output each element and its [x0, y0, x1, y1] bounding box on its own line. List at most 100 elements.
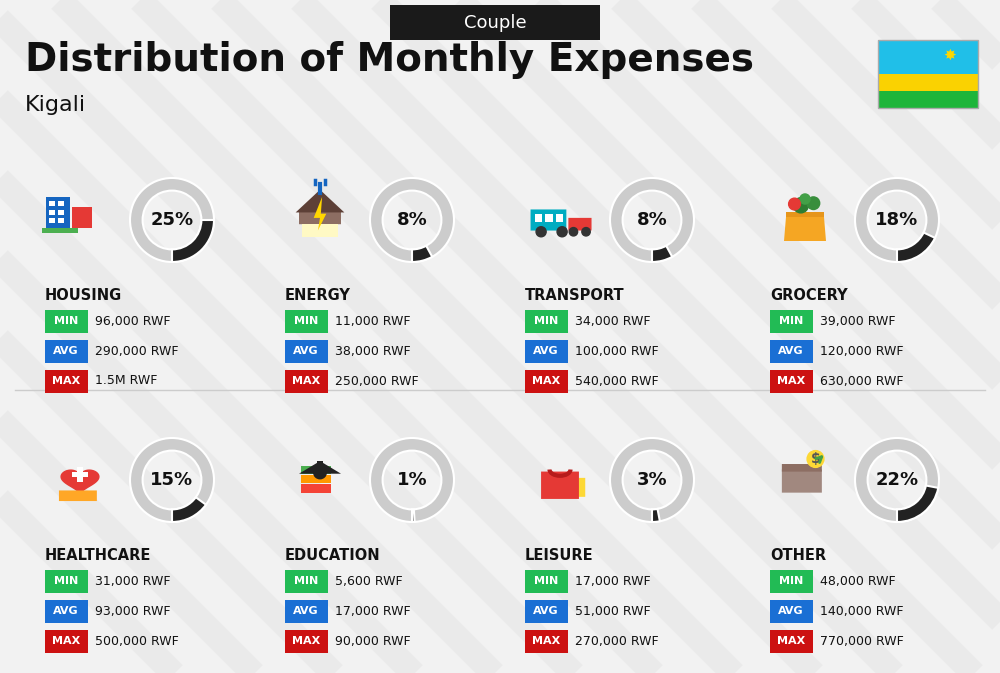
FancyBboxPatch shape	[48, 201, 55, 206]
FancyBboxPatch shape	[770, 629, 812, 653]
FancyBboxPatch shape	[48, 209, 55, 215]
Text: 770,000 RWF: 770,000 RWF	[820, 635, 904, 647]
Text: 3%: 3%	[637, 471, 667, 489]
Text: 5,600 RWF: 5,600 RWF	[335, 575, 403, 588]
FancyBboxPatch shape	[301, 484, 330, 493]
Text: AVG: AVG	[53, 346, 79, 356]
Wedge shape	[412, 246, 432, 262]
FancyBboxPatch shape	[770, 369, 812, 392]
Text: 51,000 RWF: 51,000 RWF	[575, 604, 651, 618]
FancyBboxPatch shape	[782, 464, 822, 472]
Wedge shape	[610, 178, 694, 262]
Text: OTHER: OTHER	[770, 548, 826, 563]
Text: Kigali: Kigali	[25, 95, 86, 115]
Text: Couple: Couple	[464, 13, 526, 32]
Text: LEISURE: LEISURE	[525, 548, 594, 563]
Text: 540,000 RWF: 540,000 RWF	[575, 374, 659, 388]
Circle shape	[536, 227, 546, 237]
Polygon shape	[61, 470, 99, 494]
FancyBboxPatch shape	[524, 339, 568, 363]
Text: 93,000 RWF: 93,000 RWF	[95, 604, 170, 618]
FancyBboxPatch shape	[770, 569, 812, 592]
FancyBboxPatch shape	[44, 369, 88, 392]
FancyBboxPatch shape	[285, 569, 328, 592]
Text: AVG: AVG	[293, 606, 319, 616]
Text: 8%: 8%	[397, 211, 427, 229]
Wedge shape	[855, 438, 939, 522]
Text: 90,000 RWF: 90,000 RWF	[335, 635, 411, 647]
Text: 500,000 RWF: 500,000 RWF	[95, 635, 179, 647]
Text: ENERGY: ENERGY	[285, 288, 351, 303]
FancyBboxPatch shape	[531, 209, 566, 231]
Text: 140,000 RWF: 140,000 RWF	[820, 604, 904, 618]
Circle shape	[569, 227, 578, 236]
Text: EDUCATION: EDUCATION	[285, 548, 381, 563]
Text: MAX: MAX	[777, 636, 805, 646]
FancyBboxPatch shape	[770, 600, 812, 623]
Text: MIN: MIN	[294, 576, 318, 586]
FancyBboxPatch shape	[72, 472, 88, 476]
Text: MIN: MIN	[779, 316, 803, 326]
FancyBboxPatch shape	[58, 201, 64, 206]
Circle shape	[789, 198, 800, 210]
FancyBboxPatch shape	[878, 40, 978, 74]
Text: 250,000 RWF: 250,000 RWF	[335, 374, 419, 388]
Circle shape	[557, 227, 567, 237]
Text: Distribution of Monthly Expenses: Distribution of Monthly Expenses	[25, 41, 754, 79]
FancyBboxPatch shape	[59, 491, 97, 501]
FancyBboxPatch shape	[42, 228, 78, 233]
FancyBboxPatch shape	[541, 472, 579, 499]
FancyBboxPatch shape	[524, 369, 568, 392]
Text: 34,000 RWF: 34,000 RWF	[575, 314, 650, 328]
FancyBboxPatch shape	[285, 369, 328, 392]
Text: HEALTHCARE: HEALTHCARE	[45, 548, 151, 563]
FancyBboxPatch shape	[46, 197, 70, 228]
Text: 1%: 1%	[397, 471, 427, 489]
Text: 8%: 8%	[637, 211, 667, 229]
Text: MAX: MAX	[52, 636, 80, 646]
Wedge shape	[370, 178, 454, 262]
FancyBboxPatch shape	[782, 470, 822, 493]
Text: 270,000 RWF: 270,000 RWF	[575, 635, 659, 647]
Text: 17,000 RWF: 17,000 RWF	[575, 575, 651, 588]
FancyBboxPatch shape	[44, 629, 88, 653]
Text: AVG: AVG	[778, 606, 804, 616]
FancyBboxPatch shape	[317, 461, 323, 474]
Text: 18%: 18%	[875, 211, 919, 229]
Wedge shape	[172, 497, 206, 522]
Text: 1.5M RWF: 1.5M RWF	[95, 374, 157, 388]
FancyBboxPatch shape	[524, 310, 568, 332]
Text: MIN: MIN	[779, 576, 803, 586]
Text: ✸: ✸	[944, 48, 956, 63]
FancyBboxPatch shape	[302, 224, 338, 237]
Wedge shape	[610, 438, 694, 522]
Text: MAX: MAX	[292, 376, 320, 386]
Wedge shape	[412, 509, 415, 522]
Text: 100,000 RWF: 100,000 RWF	[575, 345, 659, 357]
FancyBboxPatch shape	[524, 600, 568, 623]
Circle shape	[807, 451, 824, 468]
FancyBboxPatch shape	[770, 339, 812, 363]
Text: AVG: AVG	[778, 346, 804, 356]
Text: 290,000 RWF: 290,000 RWF	[95, 345, 178, 357]
FancyBboxPatch shape	[301, 466, 330, 474]
Text: HOUSING: HOUSING	[45, 288, 122, 303]
FancyBboxPatch shape	[786, 211, 824, 217]
FancyBboxPatch shape	[285, 629, 328, 653]
Polygon shape	[299, 461, 341, 474]
FancyBboxPatch shape	[878, 91, 978, 108]
Polygon shape	[784, 216, 826, 241]
Text: 96,000 RWF: 96,000 RWF	[95, 314, 170, 328]
Text: AVG: AVG	[293, 346, 319, 356]
Text: 11,000 RWF: 11,000 RWF	[335, 314, 411, 328]
Text: 120,000 RWF: 120,000 RWF	[820, 345, 904, 357]
Text: AVG: AVG	[533, 606, 559, 616]
FancyBboxPatch shape	[72, 207, 92, 228]
Circle shape	[582, 227, 590, 236]
Text: AVG: AVG	[53, 606, 79, 616]
FancyBboxPatch shape	[390, 5, 600, 40]
FancyBboxPatch shape	[44, 310, 88, 332]
Wedge shape	[652, 509, 660, 522]
Wedge shape	[897, 485, 938, 522]
FancyBboxPatch shape	[77, 468, 83, 482]
